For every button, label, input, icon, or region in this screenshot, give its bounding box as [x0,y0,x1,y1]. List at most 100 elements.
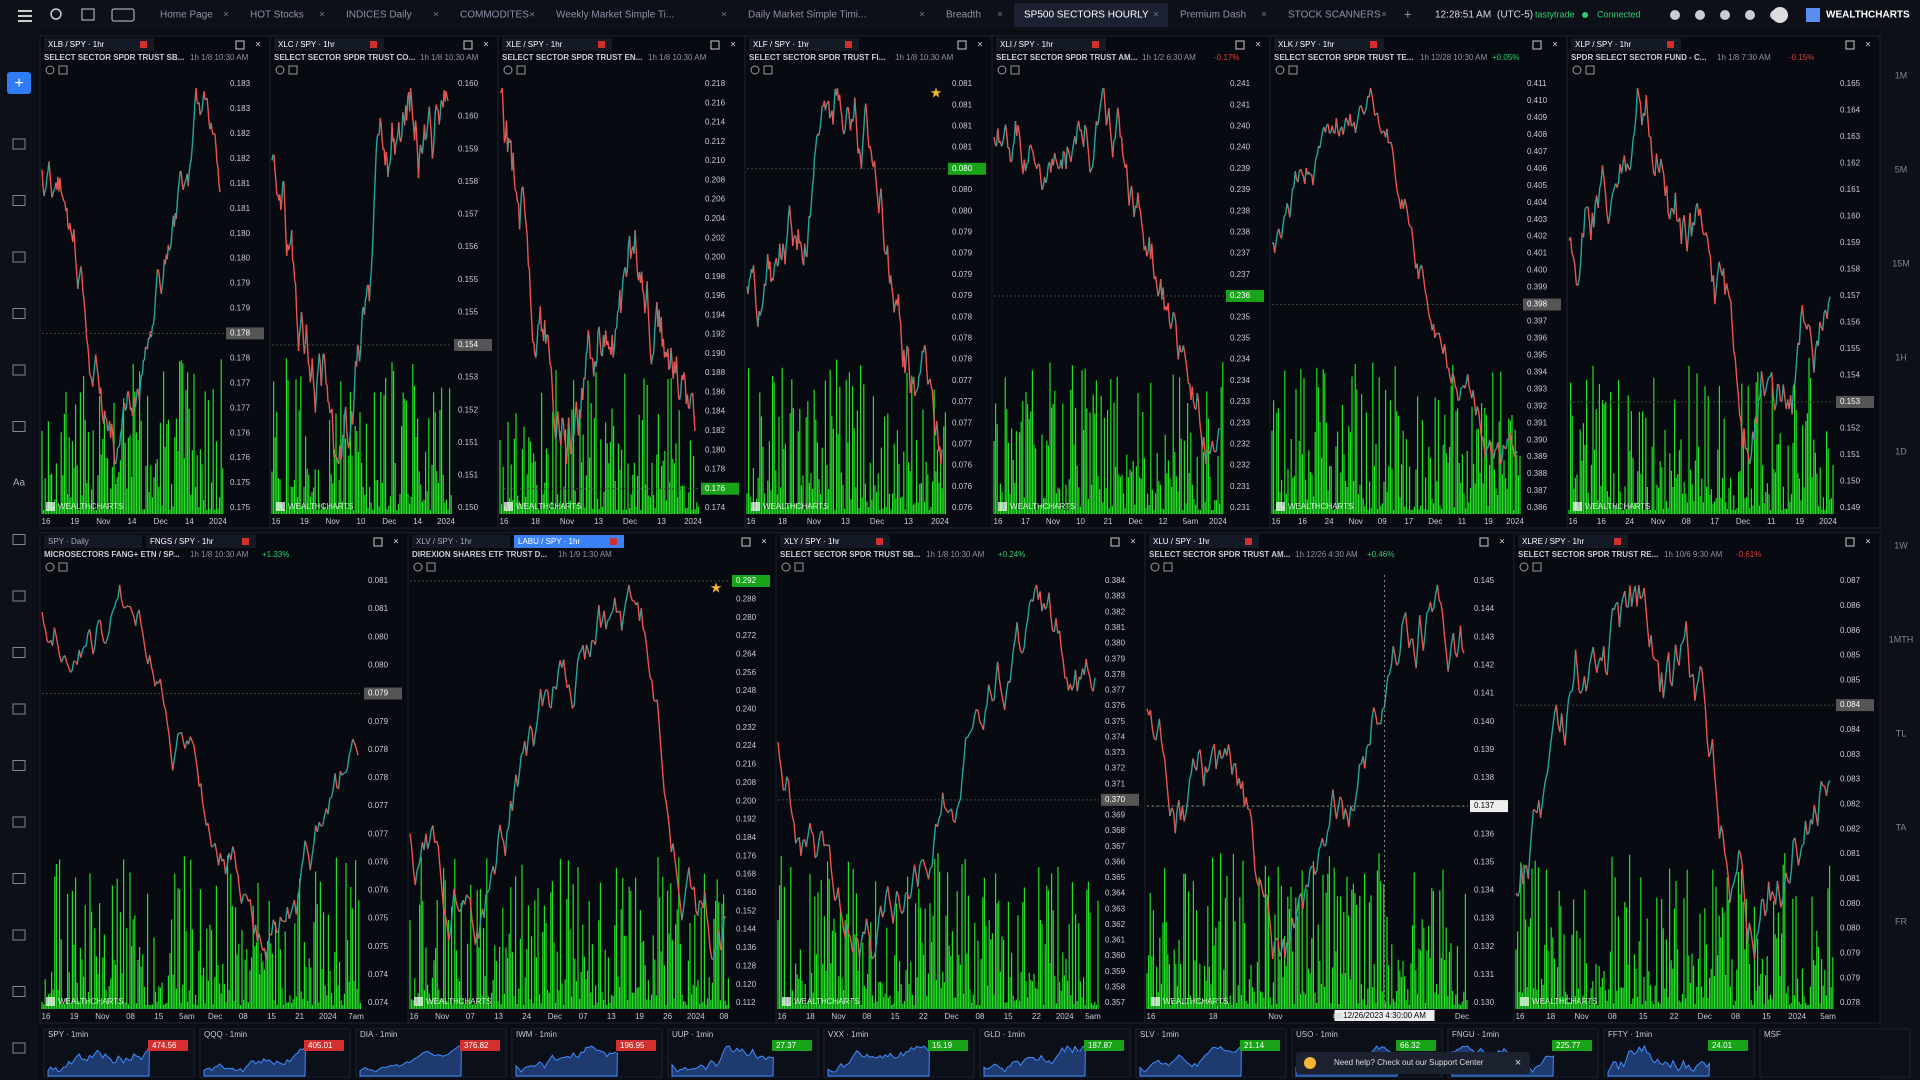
tool-icon[interactable] [12,873,26,884]
ai-icon[interactable] [111,8,135,22]
tab-label[interactable]: HOT Stocks [250,10,304,21]
timeframe[interactable]: 1H [1895,352,1907,362]
tab[interactable] [546,3,736,27]
close-icon[interactable]: × [1499,537,1505,548]
expand-icon[interactable] [463,40,473,50]
tool-icon[interactable] [12,986,26,997]
tab[interactable] [336,3,448,27]
header-icon[interactable] [1695,10,1705,20]
tool-icon[interactable] [12,929,26,941]
add-indicator-icon[interactable] [1585,65,1595,75]
tab-label[interactable]: INDICES Daily [346,10,412,21]
chart-symbol[interactable]: XLB / SPY · 1hr [48,40,105,49]
timeframe[interactable]: 5M [1895,164,1908,174]
timeframe[interactable]: TA [1896,822,1907,832]
avatar[interactable] [1772,7,1788,23]
tool-icon[interactable] [12,1042,26,1054]
add-indicator-icon[interactable] [516,65,526,75]
tab-label[interactable]: Breadth [946,10,981,21]
chart-tab[interactable] [1518,535,1628,548]
close-icon[interactable]: × [730,40,736,51]
tab[interactable] [150,3,238,27]
settings-icon[interactable] [997,65,1007,75]
tab-label[interactable]: Premium Dash [1180,10,1246,21]
close-icon[interactable]: × [1865,537,1871,548]
tab-label[interactable]: STOCK SCANNERS [1288,10,1381,21]
chart-tab[interactable] [146,535,256,548]
timeframe[interactable]: FR [1895,916,1907,926]
close-icon[interactable]: × [255,40,261,51]
tab-label[interactable]: Weekly Market Simple Ti... [556,10,674,21]
settings-icon[interactable] [750,65,760,75]
chart-tab[interactable] [412,535,510,548]
chart-tab[interactable] [996,38,1106,51]
expand-icon[interactable] [1110,537,1120,547]
add-indicator-icon[interactable] [426,562,436,572]
chart-symbol[interactable]: XLP / SPY · 1hr [1575,40,1632,49]
tool-icon[interactable] [12,816,26,828]
chart-symbol[interactable]: XLF / SPY · 1hr [753,40,809,49]
search-icon[interactable] [50,8,62,20]
chart-tab[interactable] [1274,38,1384,51]
tab[interactable] [1014,3,1168,27]
chart-symbol[interactable]: XLRE / SPY · 1hr [1522,537,1584,546]
support-text[interactable]: Need help? Check out our Support Center [1334,1058,1484,1067]
tab-label[interactable]: Home Page [160,10,213,21]
tool-icon[interactable] [12,195,26,206]
expand-icon[interactable] [1235,40,1245,50]
tool-icon[interactable] [12,421,26,432]
timeframe[interactable]: 15M [1892,258,1910,268]
expand-icon[interactable] [1479,537,1489,547]
close-icon[interactable]: × [1130,537,1136,548]
tab-label[interactable]: Daily Market Simple Timi... [748,10,866,21]
add-indicator-icon[interactable] [763,65,773,75]
chart-tab[interactable] [274,38,384,51]
chart-tab[interactable] [44,535,142,548]
expand-icon[interactable] [741,537,751,547]
close-icon[interactable]: × [1552,40,1558,51]
chart-symbol[interactable]: XLC / SPY · 1hr [278,40,335,49]
tab[interactable] [450,3,544,27]
tab-label[interactable]: COMMODITES [460,10,529,21]
close-icon[interactable]: × [761,537,767,548]
tab[interactable] [240,3,334,27]
close-icon[interactable]: × [1865,40,1871,51]
settings-icon[interactable] [413,562,423,572]
tab[interactable] [936,3,1012,27]
support-popup[interactable] [1296,1052,1530,1074]
expand-icon[interactable] [1532,40,1542,50]
tool-icon[interactable] [12,251,26,263]
add-indicator-icon[interactable] [1010,65,1020,75]
expand-icon[interactable] [373,537,383,547]
expand-icon[interactable] [710,40,720,50]
close-icon[interactable]: × [393,537,399,548]
settings-icon[interactable] [1150,562,1160,572]
chart-symbol[interactable]: XLU / SPY · 1hr [1153,537,1210,546]
tool-icon[interactable] [12,138,26,150]
settings-icon[interactable] [45,562,55,572]
tab[interactable] [738,3,934,27]
header-icon[interactable] [1720,10,1730,20]
add-indicator-icon[interactable] [58,562,68,572]
timeframe[interactable]: 1D [1895,446,1907,456]
chart-symbol[interactable]: FNGS / SPY · 1hr [150,537,214,546]
chart-tab[interactable] [44,38,154,51]
chart-tab[interactable] [514,535,624,548]
timeframe[interactable]: 1M [1895,70,1908,80]
chart-tab-label[interactable]: SPY · Daily [48,537,89,546]
chart-symbol[interactable]: XLE / SPY · 1hr [506,40,563,49]
close-icon[interactable]: × [1255,40,1261,51]
add-indicator-icon[interactable] [58,65,68,75]
tab-label[interactable]: SP500 SECTORS HOURLY [1024,10,1149,21]
header-icon[interactable] [1745,10,1755,20]
close-icon[interactable]: × [977,40,983,51]
expand-icon[interactable] [1845,40,1855,50]
add-indicator-icon[interactable] [1288,65,1298,75]
tool-icon[interactable] [12,364,26,376]
chart-tab[interactable] [502,38,612,51]
settings-icon[interactable] [503,65,513,75]
settings-icon[interactable] [781,562,791,572]
chart-symbol[interactable]: XLK / SPY · 1hr [1278,40,1335,49]
close-icon[interactable]: × [483,40,489,51]
tool-icon[interactable] [12,590,26,602]
